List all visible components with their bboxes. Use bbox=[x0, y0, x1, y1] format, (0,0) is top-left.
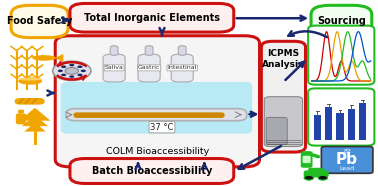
Bar bbox=[314, 115, 321, 140]
FancyBboxPatch shape bbox=[171, 54, 193, 82]
FancyBboxPatch shape bbox=[308, 26, 374, 85]
FancyBboxPatch shape bbox=[261, 41, 305, 152]
Text: Batch Bioaccessibility: Batch Bioaccessibility bbox=[91, 166, 212, 176]
FancyBboxPatch shape bbox=[55, 36, 260, 167]
Text: Total Inorganic Elements: Total Inorganic Elements bbox=[84, 13, 220, 23]
FancyBboxPatch shape bbox=[70, 4, 234, 32]
FancyBboxPatch shape bbox=[304, 170, 329, 177]
Text: Intestinal: Intestinal bbox=[167, 65, 197, 70]
Circle shape bbox=[61, 65, 66, 68]
Ellipse shape bbox=[18, 78, 42, 81]
FancyBboxPatch shape bbox=[70, 158, 234, 183]
FancyBboxPatch shape bbox=[178, 46, 186, 55]
Circle shape bbox=[69, 64, 74, 66]
FancyBboxPatch shape bbox=[311, 5, 372, 38]
Bar bbox=[336, 113, 344, 140]
Bar bbox=[359, 103, 366, 140]
FancyBboxPatch shape bbox=[264, 97, 302, 147]
Circle shape bbox=[53, 61, 91, 81]
Circle shape bbox=[77, 74, 82, 76]
FancyBboxPatch shape bbox=[266, 117, 287, 145]
Bar bbox=[348, 109, 355, 140]
Text: COLM Bioaccessibility: COLM Bioaccessibility bbox=[106, 147, 209, 156]
Circle shape bbox=[58, 70, 63, 72]
Ellipse shape bbox=[32, 55, 56, 61]
FancyBboxPatch shape bbox=[66, 109, 246, 121]
Text: 82: 82 bbox=[343, 149, 351, 154]
Polygon shape bbox=[20, 108, 50, 121]
Circle shape bbox=[318, 175, 328, 180]
Circle shape bbox=[61, 74, 66, 76]
Text: Lead: Lead bbox=[339, 166, 355, 171]
Text: Pb: Pb bbox=[336, 152, 358, 167]
Text: Saliva: Saliva bbox=[105, 65, 124, 70]
FancyBboxPatch shape bbox=[61, 82, 252, 134]
FancyBboxPatch shape bbox=[308, 88, 374, 146]
FancyBboxPatch shape bbox=[103, 54, 125, 82]
Text: Food Safety: Food Safety bbox=[7, 17, 72, 26]
FancyBboxPatch shape bbox=[110, 46, 118, 55]
Text: ICPMS
Analysis: ICPMS Analysis bbox=[262, 49, 305, 69]
FancyBboxPatch shape bbox=[302, 156, 311, 163]
FancyBboxPatch shape bbox=[301, 151, 313, 168]
FancyBboxPatch shape bbox=[138, 54, 160, 82]
Circle shape bbox=[77, 65, 82, 68]
Polygon shape bbox=[22, 115, 48, 126]
Ellipse shape bbox=[18, 77, 42, 85]
Circle shape bbox=[81, 70, 86, 72]
FancyBboxPatch shape bbox=[321, 147, 373, 173]
Polygon shape bbox=[55, 54, 64, 62]
Text: Gastric: Gastric bbox=[138, 65, 160, 70]
FancyBboxPatch shape bbox=[18, 110, 24, 113]
FancyBboxPatch shape bbox=[74, 112, 225, 118]
FancyBboxPatch shape bbox=[11, 5, 68, 38]
FancyBboxPatch shape bbox=[15, 98, 45, 105]
Bar bbox=[325, 107, 332, 140]
FancyBboxPatch shape bbox=[308, 168, 324, 173]
FancyBboxPatch shape bbox=[16, 113, 26, 124]
Circle shape bbox=[65, 68, 79, 74]
Circle shape bbox=[69, 75, 74, 78]
Text: 37 °C: 37 °C bbox=[150, 123, 174, 132]
Polygon shape bbox=[24, 123, 46, 132]
Circle shape bbox=[304, 175, 314, 180]
Text: Sourcing: Sourcing bbox=[317, 17, 366, 26]
FancyBboxPatch shape bbox=[145, 46, 153, 55]
